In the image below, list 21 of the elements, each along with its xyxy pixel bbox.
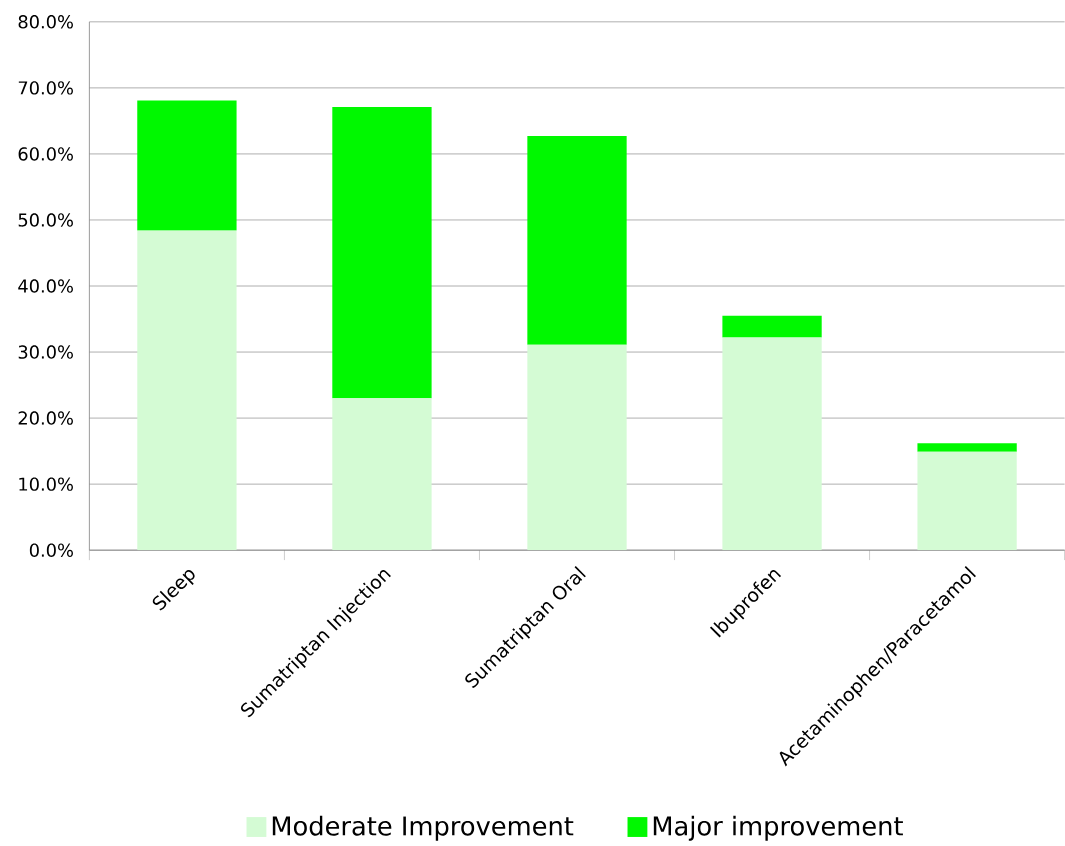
y-tick-label: 20.0% bbox=[18, 411, 73, 425]
bar bbox=[527, 136, 627, 345]
legend-label: Moderate Improvement bbox=[272, 815, 574, 841]
bar bbox=[722, 337, 822, 551]
bar bbox=[137, 100, 237, 231]
y-tick-label: 30.0% bbox=[18, 345, 73, 359]
y-tick-label: 10.0% bbox=[19, 477, 73, 491]
bar bbox=[722, 315, 822, 338]
bar bbox=[917, 451, 1017, 551]
bar bbox=[332, 106, 432, 399]
y-tick-label: 50.0% bbox=[18, 213, 73, 227]
y-tick-label: 70.0% bbox=[18, 81, 73, 95]
y-tick-label: 60.0% bbox=[18, 147, 73, 161]
bar bbox=[527, 344, 627, 551]
bar bbox=[137, 230, 237, 551]
bar bbox=[917, 443, 1017, 452]
y-tick-label: 0.0% bbox=[29, 543, 73, 557]
legend-label: Major improvement bbox=[653, 815, 903, 841]
bar bbox=[332, 398, 432, 551]
y-tick-label: 80.0% bbox=[18, 15, 73, 29]
y-tick-label: 40.0% bbox=[18, 279, 73, 293]
